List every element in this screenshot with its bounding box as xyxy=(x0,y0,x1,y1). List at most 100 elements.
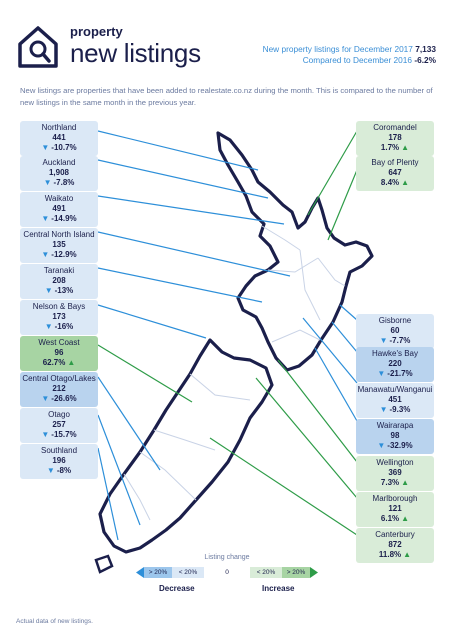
region-count: 647 xyxy=(388,168,402,177)
region-name: Southland xyxy=(40,446,78,455)
down-arrow-icon: ▼ xyxy=(41,394,50,403)
region-change: -12.9% xyxy=(51,250,77,259)
region-card-gisborne: Gisborne 60 ▼ -7.7% xyxy=(356,314,434,349)
region-card-coromandel: Coromandel 178 1.7% ▲ xyxy=(356,121,434,156)
region-card-central-north-island: Central North Island 135 ▼ -12.9% xyxy=(20,228,98,263)
region-change: 1.7% xyxy=(380,143,400,152)
region-card-bay-of-plenty: Bay of Plenty 647 8.4% ▲ xyxy=(356,156,434,191)
intro-text: New listings are properties that have be… xyxy=(20,86,433,107)
region-name: Waikato xyxy=(44,194,74,203)
summary-line1-value: 7,133 xyxy=(415,44,436,54)
region-name: West Coast xyxy=(38,338,80,347)
header-summary: New property listings for December 2017 … xyxy=(263,44,436,66)
region-card-west-coast: West Coast 96 62.7% ▲ xyxy=(20,336,98,371)
page-title: new listings xyxy=(70,38,201,68)
legend-decrease-label: Decrease xyxy=(159,584,195,593)
region-name: Northland xyxy=(41,123,77,132)
down-arrow-icon: ▼ xyxy=(41,143,50,152)
region-count: 98 xyxy=(390,431,400,440)
legend-increase-large: > 20% xyxy=(286,569,306,576)
region-count: 135 xyxy=(52,240,66,249)
region-card-northland: Northland 441 ▼ -10.7% xyxy=(20,121,98,156)
region-change: -7.7% xyxy=(389,336,411,345)
legend-bar xyxy=(136,567,318,578)
down-arrow-icon: ▼ xyxy=(377,369,386,378)
up-arrow-icon: ▲ xyxy=(401,143,410,152)
down-arrow-icon: ▼ xyxy=(379,336,388,345)
down-arrow-icon: ▼ xyxy=(46,466,55,475)
down-arrow-icon: ▼ xyxy=(41,214,50,223)
down-arrow-icon: ▼ xyxy=(41,250,50,259)
region-change: 8.4% xyxy=(380,178,400,187)
region-card-otago: Otago 257 ▼ -15.7% xyxy=(20,408,98,443)
region-card-central-otago-lakes: Central Otago/Lakes 212 ▼ -26.6% xyxy=(20,372,98,407)
region-card-auckland: Auckland 1,908 ▼ -7.8% xyxy=(20,156,98,191)
region-name: Auckland xyxy=(42,158,76,167)
region-change: -9.3% xyxy=(389,405,411,414)
up-arrow-icon: ▲ xyxy=(401,178,410,187)
region-name: Wellington xyxy=(376,458,414,467)
region-count: 257 xyxy=(52,420,66,429)
region-change: 6.1% xyxy=(380,514,400,523)
region-name: Bay of Plenty xyxy=(371,158,419,167)
region-change: -26.6% xyxy=(51,394,77,403)
region-name: Coromandel xyxy=(373,123,417,132)
down-arrow-icon: ▼ xyxy=(44,286,53,295)
footer-note: Actual data of new listings. xyxy=(16,618,93,625)
region-count: 173 xyxy=(52,312,66,321)
region-count: 60 xyxy=(390,326,400,335)
region-change: -7.8% xyxy=(53,178,75,187)
region-count: 96 xyxy=(54,348,64,357)
region-count: 220 xyxy=(388,359,402,368)
region-count: 441 xyxy=(52,133,66,142)
region-card-southland: Southland 196 ▼ -8% xyxy=(20,444,98,479)
region-name: Taranaki xyxy=(43,266,75,275)
region-card-marlborough: Marlborough 121 6.1% ▲ xyxy=(356,492,434,527)
legend-title: Listing change xyxy=(204,554,250,561)
summary-line1-text: New property listings for December 2017 xyxy=(262,44,413,54)
region-count: 451 xyxy=(388,395,402,404)
connector-lines-blue xyxy=(97,130,358,541)
down-arrow-icon: ▼ xyxy=(43,178,52,187)
region-name: Wairarapa xyxy=(376,421,414,430)
region-card-manawatu-wanganui: Manawatu/Wanganui 451 ▼ -9.3% xyxy=(356,383,434,418)
region-change: -32.9% xyxy=(387,441,413,450)
region-name: Nelson & Bays xyxy=(32,302,86,311)
region-card-wellington: Wellington 369 7.3% ▲ xyxy=(356,456,434,491)
region-count: 491 xyxy=(52,204,66,213)
up-arrow-icon: ▲ xyxy=(403,550,412,559)
region-name: Otago xyxy=(48,410,70,419)
region-change: 11.8% xyxy=(378,550,402,559)
region-card-taranaki: Taranaki 208 ▼ -13% xyxy=(20,264,98,299)
region-count: 212 xyxy=(52,384,66,393)
region-change: 62.7% xyxy=(42,358,66,367)
house-search-logo-icon xyxy=(18,26,58,68)
region-name: Gisborne xyxy=(378,316,412,325)
region-name: Central North Island xyxy=(23,230,95,239)
region-count: 1,908 xyxy=(48,168,70,177)
up-arrow-icon: ▲ xyxy=(67,358,76,367)
region-count: 121 xyxy=(388,504,402,513)
legend-increase-small: < 20% xyxy=(256,569,276,576)
stewart-island-shape xyxy=(94,554,114,574)
region-count: 369 xyxy=(388,468,402,477)
region-count: 872 xyxy=(388,540,402,549)
region-change: -21.7% xyxy=(387,369,413,378)
region-change: 7.3% xyxy=(380,478,400,487)
region-change: -14.9% xyxy=(51,214,77,223)
down-arrow-icon: ▼ xyxy=(379,405,388,414)
region-card-canterbury: Canterbury 872 11.8% ▲ xyxy=(356,528,434,563)
region-change: -13% xyxy=(54,286,74,295)
legend-decrease-small: < 20% xyxy=(178,569,198,576)
down-arrow-icon: ▼ xyxy=(41,430,50,439)
region-name: Central Otago/Lakes xyxy=(22,374,96,383)
down-arrow-icon: ▼ xyxy=(377,441,386,450)
region-name: Canterbury xyxy=(375,530,415,539)
region-card-nelson-bays: Nelson & Bays 173 ▼ -16% xyxy=(20,300,98,335)
region-card-waikato: Waikato 491 ▼ -14.9% xyxy=(20,192,98,227)
up-arrow-icon: ▲ xyxy=(401,478,410,487)
region-change: -15.7% xyxy=(51,430,77,439)
region-count: 178 xyxy=(388,133,402,142)
summary-line2-text: Compared to December 2016 xyxy=(302,55,412,65)
